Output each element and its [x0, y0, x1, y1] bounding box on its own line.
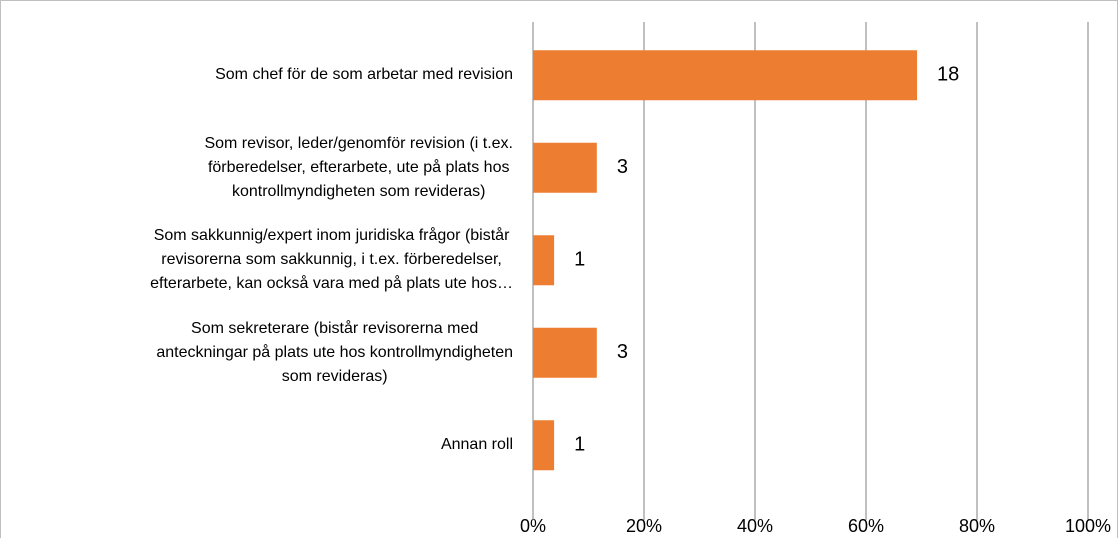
x-tick-label: 100% — [1065, 516, 1111, 536]
data-label: 3 — [617, 341, 628, 363]
y-tick-label: Annan roll — [440, 436, 513, 454]
x-tick-label: 20% — [626, 516, 662, 536]
y-tick-label: Som sakkunnig/expert inom juridiska fråg… — [150, 227, 513, 293]
y-tick-label-box: Som sakkunnig/expert inom juridiska fråg… — [0, 224, 513, 296]
data-label: 18 — [937, 64, 959, 86]
x-tick-label: 0% — [520, 516, 546, 536]
bar — [533, 142, 597, 193]
y-tick-label-box: Annan roll — [0, 433, 513, 457]
y-tick-label-box: Som sekreterare (bistår revisorerna med … — [0, 317, 513, 389]
x-tick-label: 40% — [737, 516, 773, 536]
bar — [533, 50, 918, 101]
y-tick-label: Som chef för de som arbetar med revision — [215, 66, 513, 84]
y-tick-label-box: Som revisor, leder/genomför revision (i … — [0, 132, 513, 204]
data-label: 1 — [574, 249, 585, 271]
y-tick-label: Som revisor, leder/genomför revision (i … — [204, 134, 513, 200]
data-label: 3 — [617, 156, 628, 178]
data-label: 1 — [574, 434, 585, 456]
bar — [533, 420, 555, 471]
y-tick-label: Som sekreterare (bistår revisorerna med … — [156, 319, 513, 385]
y-tick-label-box: Som chef för de som arbetar med revision — [0, 63, 513, 87]
x-tick-label: 80% — [959, 516, 995, 536]
bar — [533, 327, 597, 378]
x-tick-label: 60% — [848, 516, 884, 536]
bar — [533, 235, 555, 286]
